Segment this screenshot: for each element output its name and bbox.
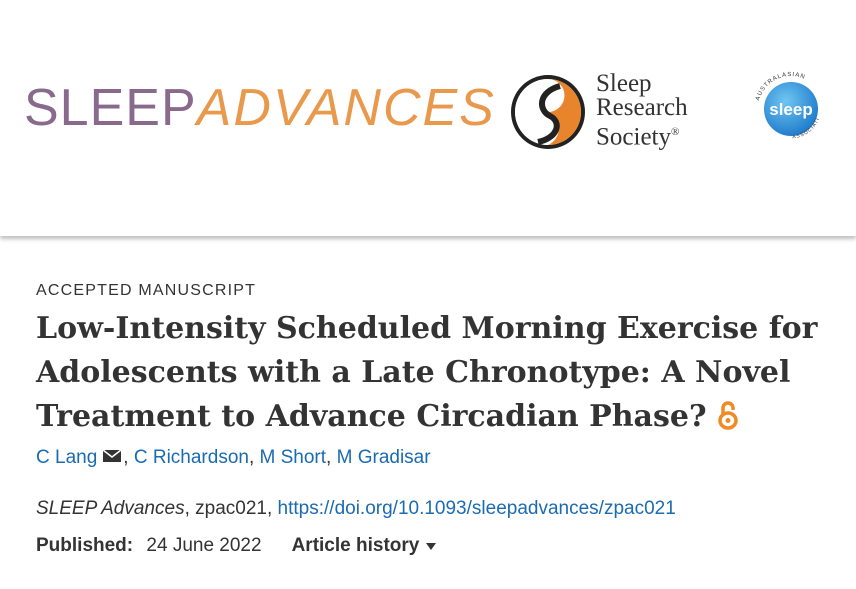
association-logo[interactable]: sleep AUSTRALASIAN ASSOCIATION — [748, 66, 834, 152]
author-link[interactable]: M Gradisar — [336, 447, 431, 468]
author-link[interactable]: C Richardson — [133, 447, 249, 468]
author-link[interactable]: M Short — [259, 447, 327, 468]
citation: SLEEP Advances, zpac021, https://doi.org… — [36, 498, 676, 520]
dropdown-arrow — [425, 543, 436, 550]
separator: , — [248, 447, 255, 468]
separator: , — [326, 447, 332, 468]
society-line: Society® — [596, 120, 688, 149]
open-access-icon — [718, 401, 738, 430]
published: Published: 24 June 2022 Article history — [36, 535, 437, 557]
society-emblem — [511, 75, 585, 149]
separator: , — [184, 498, 190, 519]
title-text: Low-Intensity Scheduled Morning Exercise… — [36, 311, 818, 434]
article-label: ACCEPTED MANUSCRIPT — [36, 282, 257, 299]
history-text: Article history — [291, 535, 420, 556]
registered-mark: ® — [671, 126, 680, 138]
author-link[interactable]: C Lang — [36, 447, 98, 468]
logo-part: ADVANCES — [196, 79, 496, 137]
doi-link[interactable]: https://doi.org/10.1093/sleepadvances/zp… — [277, 498, 676, 519]
email-icon[interactable] — [97, 448, 123, 464]
separator: , — [123, 447, 129, 468]
society-line: Sleep — [596, 70, 652, 97]
header: SLEEPADVANCES Sleep Research Society® sl… — [0, 0, 856, 236]
article-id: zpac021 — [195, 498, 267, 519]
published-date: 24 June 2022 — [146, 535, 262, 556]
published-label: Published: — [36, 535, 134, 556]
society-word: Society — [596, 123, 671, 151]
society-logo[interactable]: Sleep Research Society® — [596, 70, 688, 149]
article-history[interactable]: Article history — [292, 535, 437, 556]
association-word: sleep — [769, 100, 812, 119]
article-title: Low-Intensity Scheduled Morning Exercise… — [36, 307, 851, 439]
logo-part: SLEEP — [24, 79, 197, 137]
separator: , — [266, 498, 273, 519]
author-list: C Lang, C Richardson, M Short, M Gradisa… — [36, 447, 431, 469]
journal-name: SLEEP Advances — [36, 498, 185, 519]
society-line: Research — [596, 94, 688, 121]
journal-logo[interactable]: SLEEPADVANCES — [24, 78, 496, 138]
